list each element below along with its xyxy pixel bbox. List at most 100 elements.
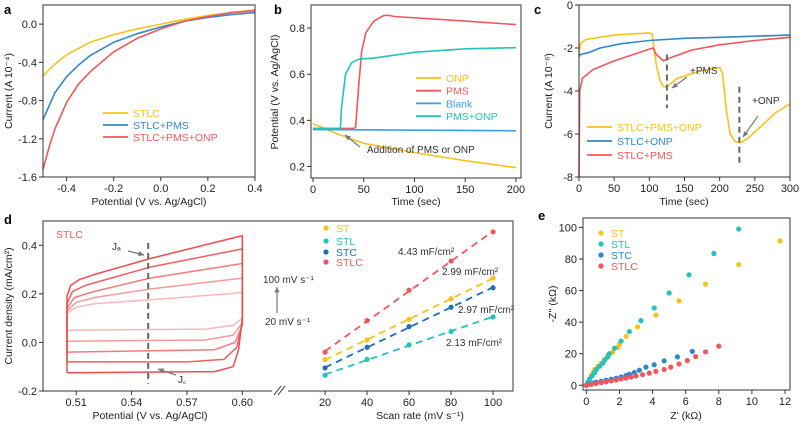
panel-letter-b: b	[274, 2, 282, 17]
data-point-STLC	[448, 258, 454, 264]
data-point-STC	[651, 362, 657, 368]
legend-marker	[598, 252, 604, 258]
x-tick-label: 8	[716, 396, 722, 408]
x-tick-label: 150	[456, 184, 474, 196]
legend-label: STC	[611, 250, 632, 262]
slope-label-STL: 2.13 mF/cm²	[446, 338, 503, 349]
series-line-STLC+PMS	[42, 11, 256, 121]
x-tick-label: 10	[746, 396, 758, 408]
legend-label: ST	[336, 223, 350, 235]
data-point-STL	[490, 314, 496, 320]
y-tick-label: 0	[571, 380, 577, 392]
legend-label: STC	[336, 247, 357, 259]
legend-label: STLC	[133, 108, 160, 120]
data-point-ST	[676, 298, 682, 304]
x-tick-label: 0.4	[247, 183, 262, 195]
data-point-STC	[322, 365, 328, 371]
panel-letter-c: c	[534, 2, 541, 17]
axes-frame	[582, 217, 791, 391]
arrow-head-icon	[138, 251, 144, 257]
y-tick-label: 0.4	[22, 240, 37, 252]
cv-x-axis-label: Potential (V vs. Ag/AgCl)	[93, 410, 208, 422]
y-axis-label: Current density (mA/cm²)	[3, 247, 15, 364]
data-point-STL	[611, 345, 618, 351]
axes-frame	[578, 4, 791, 178]
x-tick-label: 0.0	[153, 183, 168, 195]
data-point-STLC	[588, 381, 594, 387]
series-line-STLC+PMS+ONP	[42, 9, 256, 170]
data-point-STLC	[661, 366, 667, 373]
data-point-STLC	[702, 349, 709, 355]
panel-letter-d: d	[4, 212, 12, 227]
x-tick-label: 80	[445, 397, 457, 409]
x-tick-label: 6	[683, 396, 689, 408]
x-tick-label: 0.54	[121, 397, 142, 409]
data-point-STLC	[646, 370, 652, 376]
y-tick-label: 0.6	[290, 69, 305, 81]
rate-high-label: 100 mV s⁻¹	[263, 275, 315, 286]
data-point-STLC	[633, 373, 639, 379]
legend-label: STLC+PMS+ONP	[133, 132, 218, 144]
x-tick-label: 150	[675, 183, 693, 195]
cv-sample-label: STLC	[56, 229, 83, 241]
data-point-STC	[689, 348, 695, 354]
data-point-STLC	[653, 368, 659, 374]
panel-letter-a: a	[4, 2, 12, 17]
y-tick-label: 80	[565, 254, 577, 266]
x-tick-label: 100	[405, 184, 423, 196]
legend-marker	[323, 225, 329, 231]
y-tick-label: 0.4	[290, 115, 305, 127]
cv-loop-100	[66, 234, 244, 374]
x-tick-label: 12	[779, 396, 791, 408]
x-tick-label: 100	[640, 183, 658, 195]
x-tick-label: 20	[319, 397, 331, 409]
data-point-ST	[623, 333, 629, 339]
data-point-ST	[364, 337, 370, 343]
y-axis-label: -Z'' (kΩ)	[547, 286, 559, 323]
y-tick-label: 0.2	[290, 161, 305, 173]
cv-loop-60	[66, 262, 244, 353]
panel-letter-e: e	[538, 208, 545, 223]
data-point-STLC	[618, 376, 624, 382]
legend-label: STL	[336, 236, 355, 248]
data-point-STLC	[623, 375, 629, 381]
y-tick-label: -8	[563, 172, 573, 184]
arrow-head-icon	[345, 135, 351, 141]
pms-annotation: +PMS	[690, 66, 718, 77]
data-point-STLC	[322, 349, 328, 355]
legend-label: PMS	[446, 86, 469, 98]
data-point-ST	[322, 356, 328, 363]
data-point-STL	[406, 342, 412, 348]
y-tick-label: 60	[565, 286, 577, 298]
data-point-STLC	[406, 287, 412, 293]
y-tick-label: 0.0	[22, 337, 37, 349]
legend-marker	[323, 259, 329, 265]
x-tick-label: 0.51	[66, 397, 87, 409]
y-tick-label: -1.2	[18, 134, 37, 146]
x-tick-label: 200	[710, 183, 728, 195]
x-tick-label: 250	[746, 183, 764, 195]
slope-label-STLC: 4.43 mF/cm²	[398, 247, 455, 258]
data-point-STL	[686, 272, 692, 278]
x-tick-label: 50	[358, 184, 370, 196]
slope-label-STC: 2.97 mF/cm²	[458, 305, 515, 316]
data-point-STLC	[364, 317, 370, 324]
x-axis-label: Z' (kΩ)	[670, 410, 701, 422]
rate-low-label: 20 mV s⁻¹	[265, 317, 311, 328]
x-tick-label: 0.57	[176, 397, 197, 409]
data-point-ST	[777, 238, 783, 244]
cv-loop-40	[66, 277, 244, 342]
legend-label: PMS+ONP	[446, 111, 498, 123]
series-line-STLC+PMS	[578, 36, 791, 178]
x-axis-label: Time (sec)	[391, 196, 440, 208]
legend-marker	[598, 241, 604, 247]
legend-label: STLC+PMS	[133, 120, 189, 132]
data-point-STL	[322, 372, 328, 378]
y-axis-label: Current (A 10⁻⁶)	[543, 53, 555, 129]
data-point-STLC	[684, 357, 690, 364]
axes-frame	[310, 4, 522, 179]
y-tick-label: -0.8	[18, 96, 37, 108]
series-line-Blank	[312, 128, 516, 132]
legend-label: ONP	[446, 73, 469, 85]
